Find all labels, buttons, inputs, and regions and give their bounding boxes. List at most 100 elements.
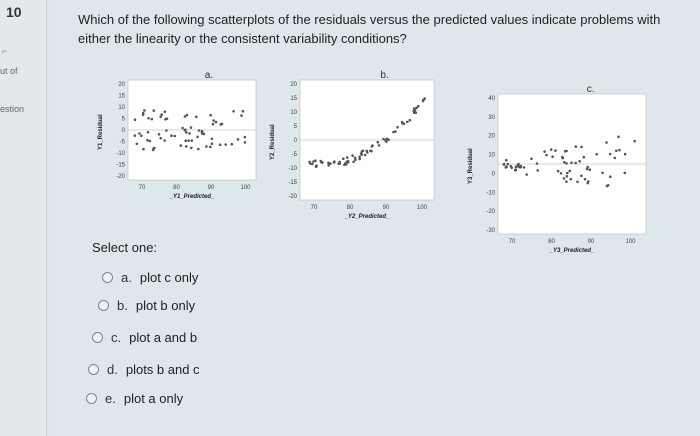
question-sidebar: 10 ⌐ ut of estion — [0, 0, 47, 436]
option-letter: d. — [107, 362, 118, 377]
data-point — [179, 144, 183, 147]
data-point — [152, 109, 156, 112]
option-text: plot b only — [135, 298, 196, 313]
x-tick-label: 90 — [383, 205, 390, 211]
data-point — [565, 175, 569, 178]
data-point — [522, 166, 526, 169]
data-point — [358, 157, 361, 161]
data-point — [510, 166, 513, 170]
data-point — [309, 162, 312, 165]
data-point — [565, 171, 569, 175]
select-one-label: Select one: — [92, 240, 158, 255]
data-point — [320, 161, 324, 164]
radio-button[interactable] — [102, 272, 113, 283]
data-point — [595, 153, 598, 156]
data-point — [358, 155, 361, 159]
data-point — [146, 130, 150, 134]
y-tick-label: -15 — [288, 180, 297, 186]
data-point — [385, 140, 388, 143]
data-point — [576, 180, 579, 184]
x-tick-label: 90 — [588, 239, 595, 245]
data-point — [133, 134, 137, 137]
option-d[interactable]: d. plots b and c — [88, 362, 200, 377]
data-point — [412, 107, 416, 110]
data-point — [366, 151, 369, 154]
option-letter: a. — [121, 270, 132, 285]
marks-text: ut of — [0, 66, 18, 76]
data-point — [173, 134, 177, 138]
x-tick-label: 70 — [139, 185, 146, 191]
data-point — [181, 126, 184, 130]
data-point — [230, 142, 234, 146]
data-point — [530, 157, 533, 161]
data-point — [190, 146, 193, 150]
x-tick-label: 100 — [240, 185, 251, 191]
data-point — [202, 132, 206, 136]
data-point — [342, 157, 345, 160]
data-point — [353, 156, 357, 160]
data-point — [170, 134, 173, 137]
data-point — [580, 174, 583, 178]
data-point — [243, 141, 247, 144]
data-point — [195, 115, 198, 119]
data-point — [586, 165, 589, 169]
flag-question-text[interactable]: estion — [0, 104, 25, 114]
question-number: 10 — [6, 4, 22, 20]
scatterplot-b: b.20151050-5-10-15-20708090100110Y2_Resi… — [248, 66, 463, 256]
data-point — [370, 149, 373, 153]
y-tick-label: -20 — [116, 174, 125, 180]
data-point — [582, 155, 586, 159]
radio-button[interactable] — [88, 364, 99, 375]
data-point — [190, 139, 194, 142]
data-point — [338, 160, 341, 164]
data-point — [163, 110, 167, 113]
data-point — [601, 171, 604, 175]
y-tick-label: -5 — [292, 152, 298, 158]
data-point — [588, 168, 591, 171]
data-point — [211, 122, 215, 126]
data-point — [329, 162, 332, 165]
radio-button[interactable] — [92, 332, 103, 343]
y-axis-label: Y3_Residual — [468, 148, 474, 184]
data-point — [185, 131, 188, 134]
option-c[interactable]: c. plot a and b — [92, 330, 197, 345]
data-point — [354, 158, 357, 162]
data-point — [563, 161, 566, 164]
data-point — [549, 148, 553, 151]
data-point — [506, 162, 510, 166]
data-point — [138, 132, 141, 135]
data-point — [371, 144, 374, 147]
data-point — [151, 148, 155, 152]
data-point — [219, 123, 222, 126]
data-point — [146, 138, 149, 142]
flag-icon[interactable]: ⌐ — [2, 46, 8, 56]
data-point — [605, 141, 608, 144]
x-axis-label: _Y2_Predicted_ — [344, 214, 390, 220]
data-point — [613, 156, 617, 160]
option-e[interactable]: e. plot a only — [86, 391, 183, 406]
data-point — [135, 142, 139, 146]
data-point — [525, 173, 528, 176]
data-point — [163, 139, 166, 142]
option-text: plot a and b — [129, 330, 198, 345]
data-point — [150, 117, 154, 121]
data-point — [345, 160, 348, 164]
option-letter: e. — [105, 391, 116, 406]
data-point — [406, 120, 409, 124]
data-point — [618, 148, 621, 152]
scatterplot-a: a.20151050-5-10-15-20708090100110Y1_Resi… — [80, 66, 285, 256]
option-text: plots b and c — [125, 362, 200, 377]
data-point — [196, 135, 199, 139]
data-point — [209, 145, 212, 149]
data-point — [536, 169, 539, 172]
y-tick-label: -20 — [486, 209, 495, 215]
radio-button[interactable] — [98, 300, 109, 311]
radio-button[interactable] — [86, 393, 97, 404]
data-point — [376, 140, 380, 144]
y-tick-label: -10 — [288, 166, 297, 172]
data-point — [408, 118, 412, 122]
option-b[interactable]: b. plot b only — [98, 298, 195, 313]
data-point — [574, 161, 577, 165]
y-tick-label: 10 — [118, 105, 125, 111]
option-a[interactable]: a. plot c only — [102, 270, 198, 285]
